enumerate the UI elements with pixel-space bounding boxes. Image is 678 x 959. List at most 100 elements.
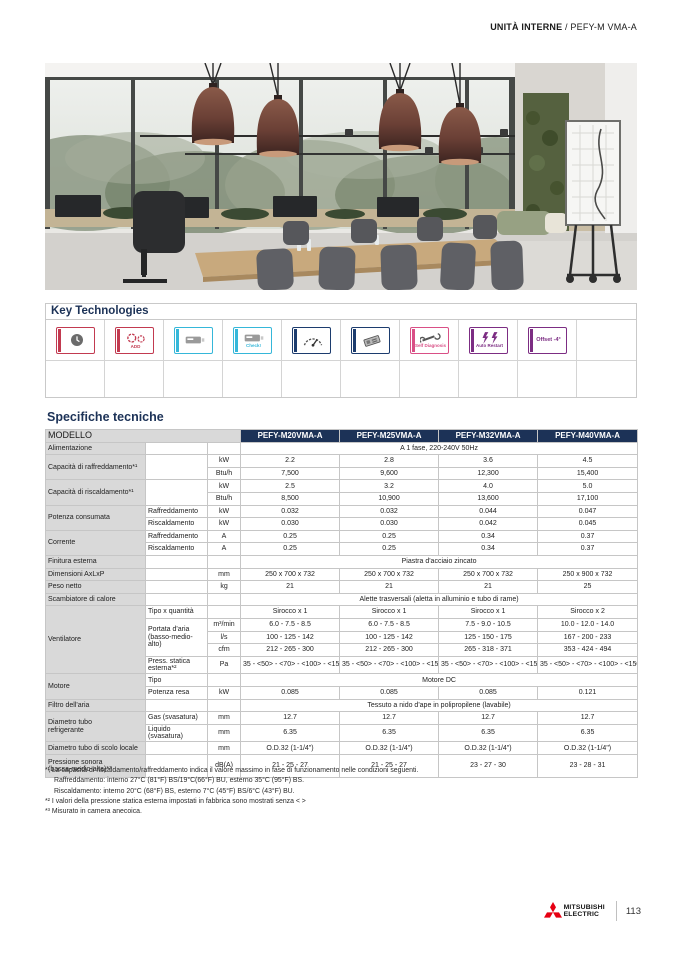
value-cell: 5.0: [537, 479, 639, 493]
value-cell: 23 - 27 - 30: [438, 754, 539, 779]
auto-restart-icon: [480, 332, 500, 344]
value-cell: 353 - 424 - 494: [537, 643, 639, 657]
row-label: Capacità di riscaldamento*¹: [45, 479, 146, 506]
unit-cell: Btu/h: [206, 491, 242, 506]
badge-label: ADD: [130, 343, 141, 349]
value-cell: 0.030: [339, 517, 440, 531]
row-label: Finitura esterna: [45, 554, 146, 569]
header-section-label: UNITÀ INTERNE: [490, 22, 563, 32]
row-label: Dimensioni AxLxP: [45, 567, 146, 582]
badge-bar: [175, 328, 179, 352]
value-cell: 21 - 25 - 27: [339, 754, 440, 779]
value-cell: O.D.32 (1-1/4"): [240, 741, 341, 756]
unit-cell: [206, 441, 242, 456]
badge-bar: [470, 328, 474, 352]
value-cell: 0.25: [339, 529, 440, 544]
spec-row: Peso netto kg 21 21 21 25: [45, 580, 639, 594]
header-model-label: PEFY-M VMA-A: [570, 22, 637, 32]
unit-cell: cfm: [206, 643, 242, 657]
spec-row: Scambiatore di calore Alette trasversali …: [45, 592, 639, 607]
unit-cell: kW: [206, 479, 242, 493]
value-cell: 15,400: [537, 466, 639, 481]
row-sublabel: [145, 741, 208, 756]
unit-cell: A: [206, 529, 242, 544]
spec-row: Alimentazione A 1 fase, 220-240V 50Hz: [45, 441, 639, 456]
value-cell: 4.0: [438, 479, 539, 493]
key-technologies-empty-row: [46, 360, 636, 397]
value-cell: Sirocco x 2: [537, 605, 639, 619]
page-footer: MITSUBISHI ELECTRIC 113: [543, 901, 641, 921]
row-sublabel: Riscaldamento: [145, 517, 208, 531]
footnote-line: Riscaldamento: interno 20°C (68°F) BS, e…: [54, 787, 295, 795]
row-sublabel: Raffreddamento: [145, 529, 208, 544]
unit-cell: kW: [206, 685, 242, 700]
footnote-line: *¹ La capacità di riscaldamento/raffredd…: [45, 767, 419, 774]
value-cell: 212 - 265 - 300: [240, 643, 341, 657]
value-cell: 0.085: [438, 685, 539, 700]
spec-table-header-row: MODELLO PEFY-M20VMA-A PEFY-M25VMA-A PEFY-M3…: [44, 429, 639, 443]
remote-check-icon: [243, 332, 265, 344]
spec-row: Pressione sonora (bassa-medio-alta)*³ dB(…: [45, 754, 639, 779]
row-sublabel: Riscaldamento: [145, 542, 208, 556]
value-cell: 3.6: [438, 454, 539, 468]
add-function-icon: ADD: [114, 326, 154, 354]
footnote-line: Raffreddamento: interno 27°C (81°F) BS/1…: [54, 777, 305, 785]
badge-bar: [57, 328, 61, 352]
value-cell: 2.8: [339, 454, 440, 468]
value-cell: 9,600: [339, 466, 440, 481]
value-cell: 0.045: [537, 517, 639, 531]
pcb-icon: [361, 333, 383, 348]
badge-bar: [411, 328, 415, 352]
wired-remote-icon: [173, 326, 213, 354]
value-cell: 0.34: [438, 542, 539, 556]
unit-cell: m³/min: [206, 617, 242, 632]
model-header: PEFY-M40VMA-A: [537, 429, 639, 443]
value-cell: Sirocco x 1: [240, 605, 341, 619]
value-cell: 0.032: [240, 504, 341, 519]
value-cell: 250 x 700 x 732: [240, 567, 341, 582]
unit-cell: [206, 673, 242, 687]
badge-bar: [352, 328, 356, 352]
row-label: Pressione sonora (bassa-medio-alta)*³: [45, 754, 146, 779]
value-cell: 35 - <50> - <70> - <100> - <150>: [537, 655, 639, 675]
row-sublabel: Liquido (svasatura): [145, 723, 208, 743]
value-cell: 25: [537, 580, 639, 594]
row-sublabel: Raffreddamento: [145, 504, 208, 519]
value-cell: 0.047: [537, 504, 639, 519]
value-cell: 0.25: [240, 529, 341, 544]
self-diagnosis-icon: [418, 332, 442, 344]
value-cell: 0.042: [438, 517, 539, 531]
key-tech-cell: Auto Restart: [459, 320, 518, 360]
row-label: Potenza consumata: [45, 504, 146, 531]
unit-cell: [206, 698, 242, 713]
brand-wordmark: MITSUBISHI ELECTRIC: [564, 904, 605, 918]
row-sublabel: [145, 698, 208, 713]
value-cell: Motore DC: [240, 673, 639, 687]
spec-row: Diametro tubo refrigerante Gas (svasatura…: [45, 711, 639, 743]
remote-check-icon: Check!: [232, 326, 272, 354]
value-cell: 23 - 28 - 31: [537, 754, 639, 779]
value-cell: 0.37: [537, 542, 639, 556]
footnotes: *¹ La capacità di riscaldamento/raffredd…: [45, 766, 637, 818]
value-cell: O.D.32 (1-1/4"): [537, 741, 639, 756]
value-cell: 10.0 - 12.0 - 14.0: [537, 617, 639, 632]
modello-header: MODELLO: [44, 429, 242, 443]
value-cell: Tessuto a nido d'ape in polipropilene (l…: [240, 698, 639, 713]
static-pressure-gauge-icon: [291, 326, 331, 354]
key-tech-cell-empty: [282, 360, 341, 397]
unit-cell: l/s: [206, 630, 242, 645]
value-cell: 35 - <50> - <70> - <100> - <150>: [339, 655, 440, 675]
value-cell: 12.7: [537, 711, 639, 725]
spec-row: Liquido (svasatura) mm 6.35 6.35 6.35 6.35: [46, 723, 639, 743]
badge-bar: [293, 328, 297, 352]
unit-cell: Btu/h: [206, 466, 242, 481]
header-divider: /: [562, 22, 571, 32]
value-cell: 0.030: [240, 517, 341, 531]
unit-cell: mm: [206, 723, 242, 743]
unit-cell: dB(A): [206, 754, 242, 779]
footnote-line: *³ Misurato in camera anecoica.: [45, 808, 142, 816]
key-technologies-icon-row: ADD Check! Self Diagnosis Auto Restart Offse…: [46, 320, 636, 360]
row-sublabel: [145, 592, 208, 607]
value-cell: 250 x 700 x 732: [339, 567, 440, 582]
mitsubishi-diamonds-icon: [543, 901, 562, 918]
